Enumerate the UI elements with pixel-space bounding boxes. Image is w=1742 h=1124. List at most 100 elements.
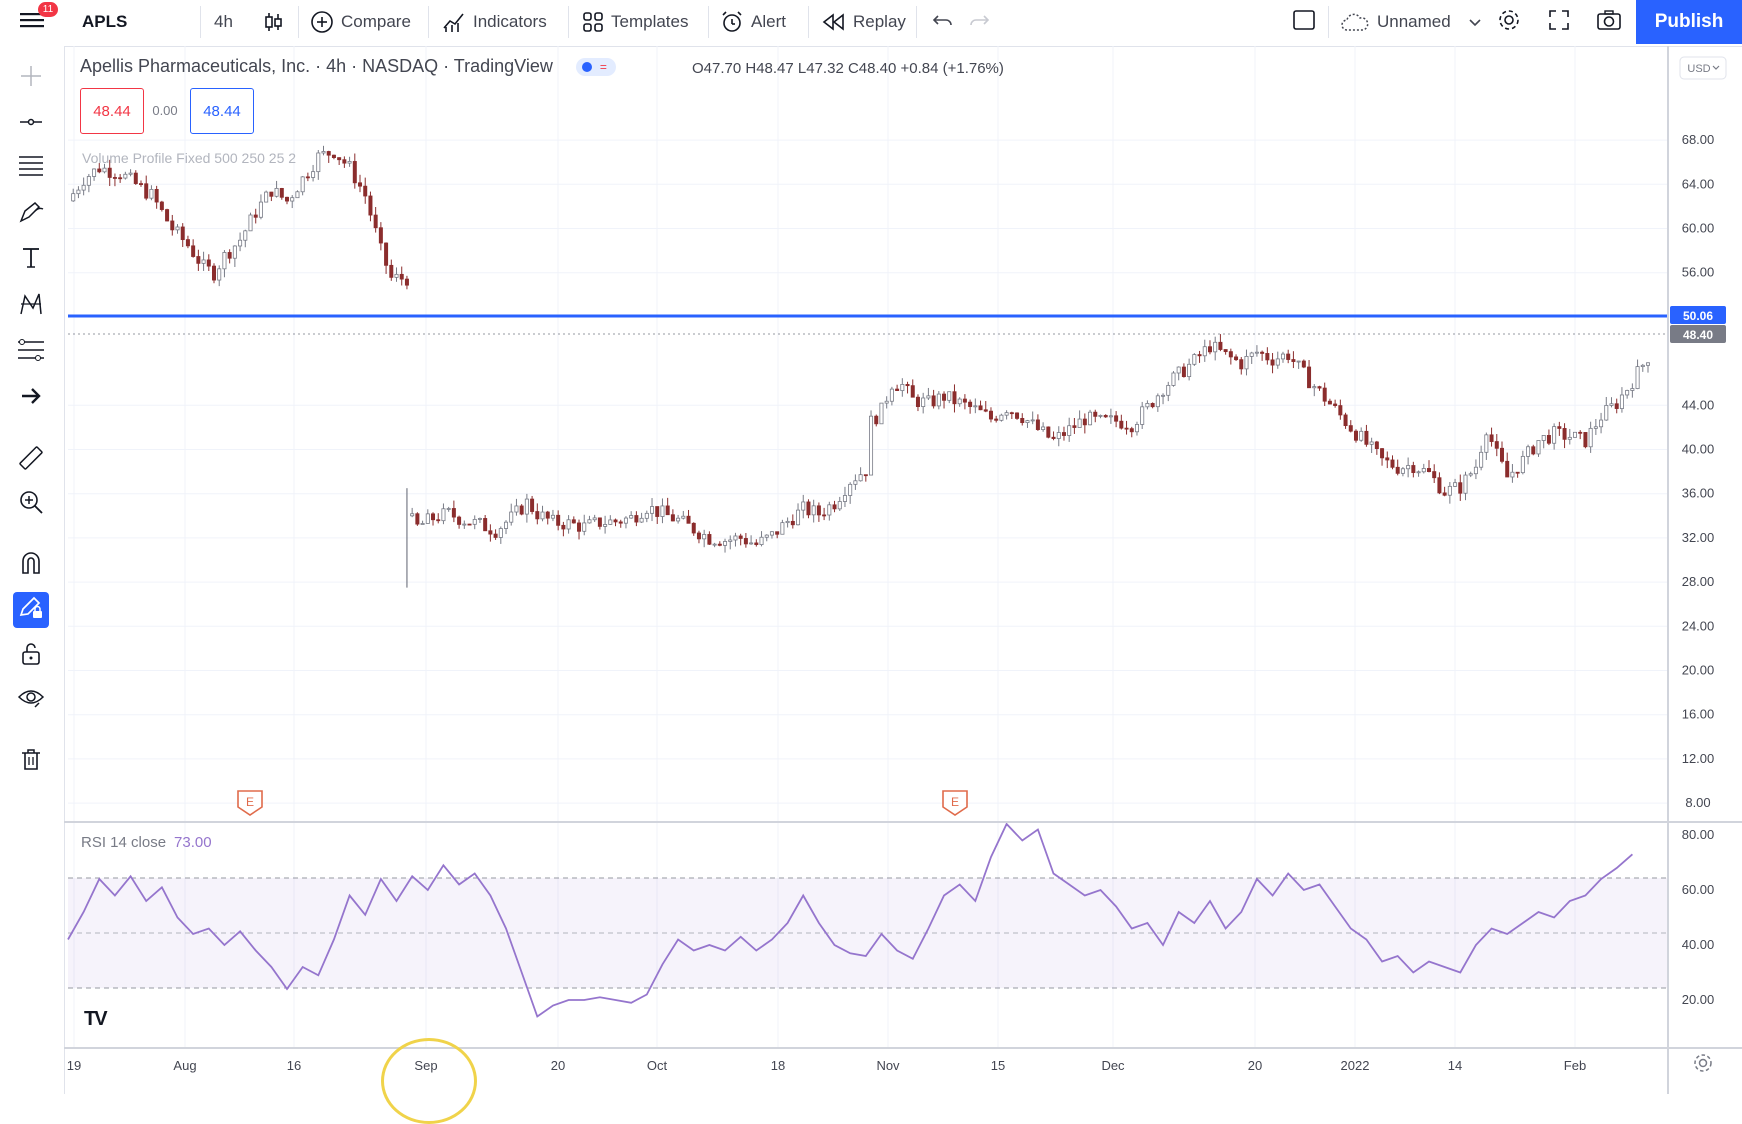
buy-button[interactable]: 48.44 [190,88,254,134]
alarm-clock-icon [720,10,744,34]
compare-label: Compare [341,12,411,31]
price-tick-label: 20.00 [1682,663,1715,678]
templates-button[interactable]: Templates [582,0,688,44]
candle-body [248,214,253,232]
divider [568,6,569,38]
candle-body [1494,441,1499,449]
candle-body [608,519,613,525]
gear-icon [1496,7,1522,38]
candle-body [811,505,816,516]
candle-body [112,177,117,179]
candle-body [81,184,86,191]
candle-body [1249,352,1254,357]
stay-in-drawing-mode-tool[interactable] [13,592,49,628]
drawing-toolbar [0,46,65,1094]
time-tick-label: Dec [1101,1058,1125,1073]
candle-body [373,214,378,229]
measure-tool[interactable] [13,442,49,478]
trend-line-tool[interactable] [13,106,49,142]
candle-body [1510,471,1515,478]
layout-select-button[interactable] [1292,0,1316,44]
candle-body [655,506,660,517]
zoom-in-icon [18,489,44,520]
magnet-tool[interactable] [13,548,49,584]
indicators-button[interactable]: Indicators [442,0,547,44]
redo-button[interactable] [968,0,990,44]
currency-button[interactable] [1679,56,1727,80]
candle-body [915,396,920,408]
undo-button[interactable] [932,0,954,44]
symbol-legend[interactable]: Apellis Pharmaceuticals, Inc. · 4h · NAS… [80,56,616,77]
candle-body [983,409,988,412]
chart-settings-button[interactable] [1692,1052,1714,1079]
text-tool[interactable] [13,242,49,278]
divider [916,6,917,38]
candle-body [545,511,550,519]
candle-body [947,391,952,401]
brush-tool[interactable] [13,196,49,232]
ruler-icon [17,444,45,477]
arrow-tool[interactable] [13,380,49,416]
candle-body [425,513,430,524]
chart-pane[interactable]: 68.0064.0060.0056.0052.0044.0040.0036.00… [0,0,1742,1094]
candle-body [1343,414,1348,427]
candle-body [988,410,993,420]
settings-button[interactable] [1496,0,1522,44]
sell-button[interactable]: 48.44 [80,88,144,134]
time-tick-label: 15 [991,1058,1005,1073]
candle-body [1411,465,1416,473]
replay-button[interactable]: Replay [822,0,906,44]
candle-body [827,504,832,516]
candle-body [1239,359,1244,370]
candle-body [71,193,76,202]
horizontal-line-icon [18,110,44,139]
market-status-toggle[interactable]: = [575,58,616,77]
candle-body [1479,451,1484,468]
candle-body [165,209,170,222]
candle-body [201,259,206,264]
rsi-legend[interactable]: RSI 14 close 73.00 [81,834,212,851]
candle-body [342,159,347,164]
candle-body [1296,360,1301,363]
candle-body [243,230,248,241]
divider [200,6,201,38]
snapshot-button[interactable] [1596,0,1622,44]
candle-body [910,385,915,398]
menu-button[interactable] [20,0,46,44]
candle-body [968,401,973,407]
fib-tool[interactable] [13,150,49,186]
interval-button[interactable]: 4h [214,12,233,31]
pattern-tool[interactable] [13,288,49,324]
symbol-search-button[interactable]: APLS [82,12,128,31]
crosshair-tool[interactable] [13,60,49,96]
rsi-legend-title: RSI 14 close [81,834,167,851]
candle-body [717,543,722,546]
publish-button[interactable]: Publish [1636,0,1742,44]
candle-body [863,474,868,477]
candle-body [1348,425,1353,432]
candle-body [321,151,326,154]
earnings-marker[interactable]: E [237,790,263,816]
candle-body [1437,477,1442,494]
alert-button[interactable]: Alert [720,0,786,44]
compare-button[interactable]: Compare [310,0,411,44]
prediction-tool[interactable] [13,334,49,370]
remove-drawings-tool[interactable] [13,744,49,780]
candle-body [1541,435,1546,441]
zoom-tool[interactable] [13,486,49,522]
candle-body [1103,414,1108,418]
price-tick-label: 64.00 [1682,176,1715,191]
hide-drawings-tool[interactable] [13,682,49,718]
volume-profile-legend[interactable]: Volume Profile Fixed 500 250 25 2 [82,150,297,166]
candle-body [389,264,394,278]
candle-body [170,220,175,231]
lock-drawings-tool[interactable] [13,638,49,674]
candle-body [577,522,582,532]
save-layout-button[interactable]: Unnamed [1340,0,1481,44]
chart-style-button[interactable] [262,0,291,44]
fullscreen-button[interactable] [1548,0,1570,44]
alert-label: Alert [751,12,786,31]
candle-body [1015,412,1020,419]
earnings-marker[interactable]: E [942,790,968,816]
candle-body [253,214,258,218]
